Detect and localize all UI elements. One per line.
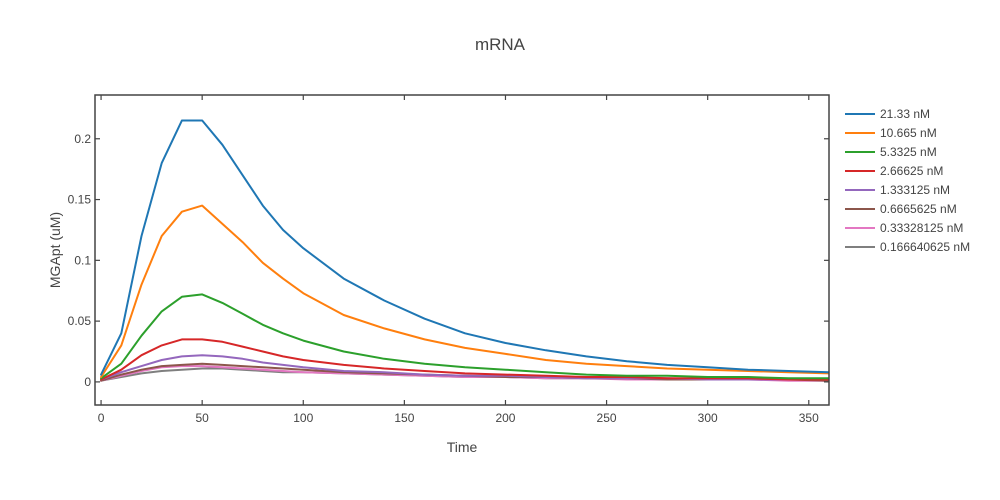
legend-label: 10.665 nM (880, 126, 937, 140)
x-axis-title: Time (447, 439, 478, 455)
y-tick-label: 0.15 (68, 193, 92, 207)
legend-item[interactable]: 0.6665625 nM (845, 202, 957, 216)
x-tick-label: 0 (98, 411, 105, 425)
plot-area (100, 119, 829, 382)
legend-label: 2.66625 nM (880, 164, 943, 178)
legend-label: 21.33 nM (880, 107, 930, 121)
legend-item[interactable]: 5.3325 nM (845, 145, 937, 159)
y-tick-label: 0.05 (68, 314, 92, 328)
legend-label: 1.333125 nM (880, 183, 950, 197)
legend-item[interactable]: 0.33328125 nM (845, 221, 963, 235)
y-tick-label: 0.2 (74, 132, 91, 146)
series-lines (100, 119, 829, 382)
y-tick-label: 0 (84, 375, 91, 389)
series-line-3 (100, 293, 829, 380)
legend[interactable]: 21.33 nM 10.665 nM 5.3325 nM 2.66625 nM 1.33… (845, 107, 970, 254)
series-line-4 (100, 338, 829, 381)
series-line-1 (100, 119, 829, 376)
x-tick-label: 300 (698, 411, 718, 425)
legend-item[interactable]: 21.33 nM (845, 107, 930, 121)
legend-label: 5.3325 nM (880, 145, 937, 159)
plot-frame (94, 94, 830, 406)
legend-label: 0.166640625 nM (880, 240, 970, 254)
x-tick-label: 150 (394, 411, 414, 425)
legend-label: 0.33328125 nM (880, 221, 963, 235)
x-tick-label: 350 (799, 411, 819, 425)
x-tick-label: 50 (195, 411, 209, 425)
legend-item[interactable]: 10.665 nM (845, 126, 937, 140)
axes: 0 50 100 150 200 250 300 350 0 0.05 0.1 0.15 0.2 (68, 94, 830, 425)
legend-item[interactable]: 0.166640625 nM (845, 240, 970, 254)
legend-label: 0.6665625 nM (880, 202, 957, 216)
series-line-2 (100, 204, 829, 378)
legend-item[interactable]: 1.333125 nM (845, 183, 950, 197)
y-tick-label: 0.1 (74, 253, 91, 267)
y-axis-title: MGApt (uM) (47, 212, 63, 288)
x-tick-label: 250 (597, 411, 617, 425)
x-tick-label: 100 (293, 411, 313, 425)
chart-title: mRNA (475, 35, 526, 54)
legend-item[interactable]: 2.66625 nM (845, 164, 943, 178)
x-tick-label: 200 (495, 411, 515, 425)
